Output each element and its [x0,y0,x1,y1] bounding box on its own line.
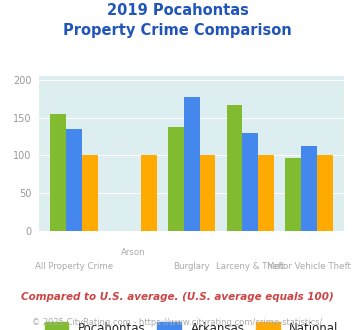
Text: 2019 Pocahontas
Property Crime Comparison: 2019 Pocahontas Property Crime Compariso… [63,3,292,38]
Bar [242,133,258,231]
Bar [301,146,317,231]
Bar [285,158,301,231]
Text: Motor Vehicle Theft: Motor Vehicle Theft [267,262,351,271]
Bar [141,154,157,231]
Text: Burglary: Burglary [173,262,210,271]
Bar [226,105,242,231]
Text: Compared to U.S. average. (U.S. average equals 100): Compared to U.S. average. (U.S. average … [21,292,334,302]
Text: All Property Crime: All Property Crime [35,262,113,271]
Text: Arson: Arson [121,248,145,257]
Bar [82,154,98,231]
Bar [200,154,215,231]
Bar [168,127,184,231]
Text: Larceny & Theft: Larceny & Theft [216,262,285,271]
Bar [66,129,82,231]
Bar [317,154,333,231]
Legend: Pocahontas, Arkansas, National: Pocahontas, Arkansas, National [40,317,343,330]
Bar [258,154,274,231]
Bar [184,97,200,231]
Bar [50,115,66,231]
Text: © 2025 CityRating.com - https://www.cityrating.com/crime-statistics/: © 2025 CityRating.com - https://www.city… [32,318,323,327]
